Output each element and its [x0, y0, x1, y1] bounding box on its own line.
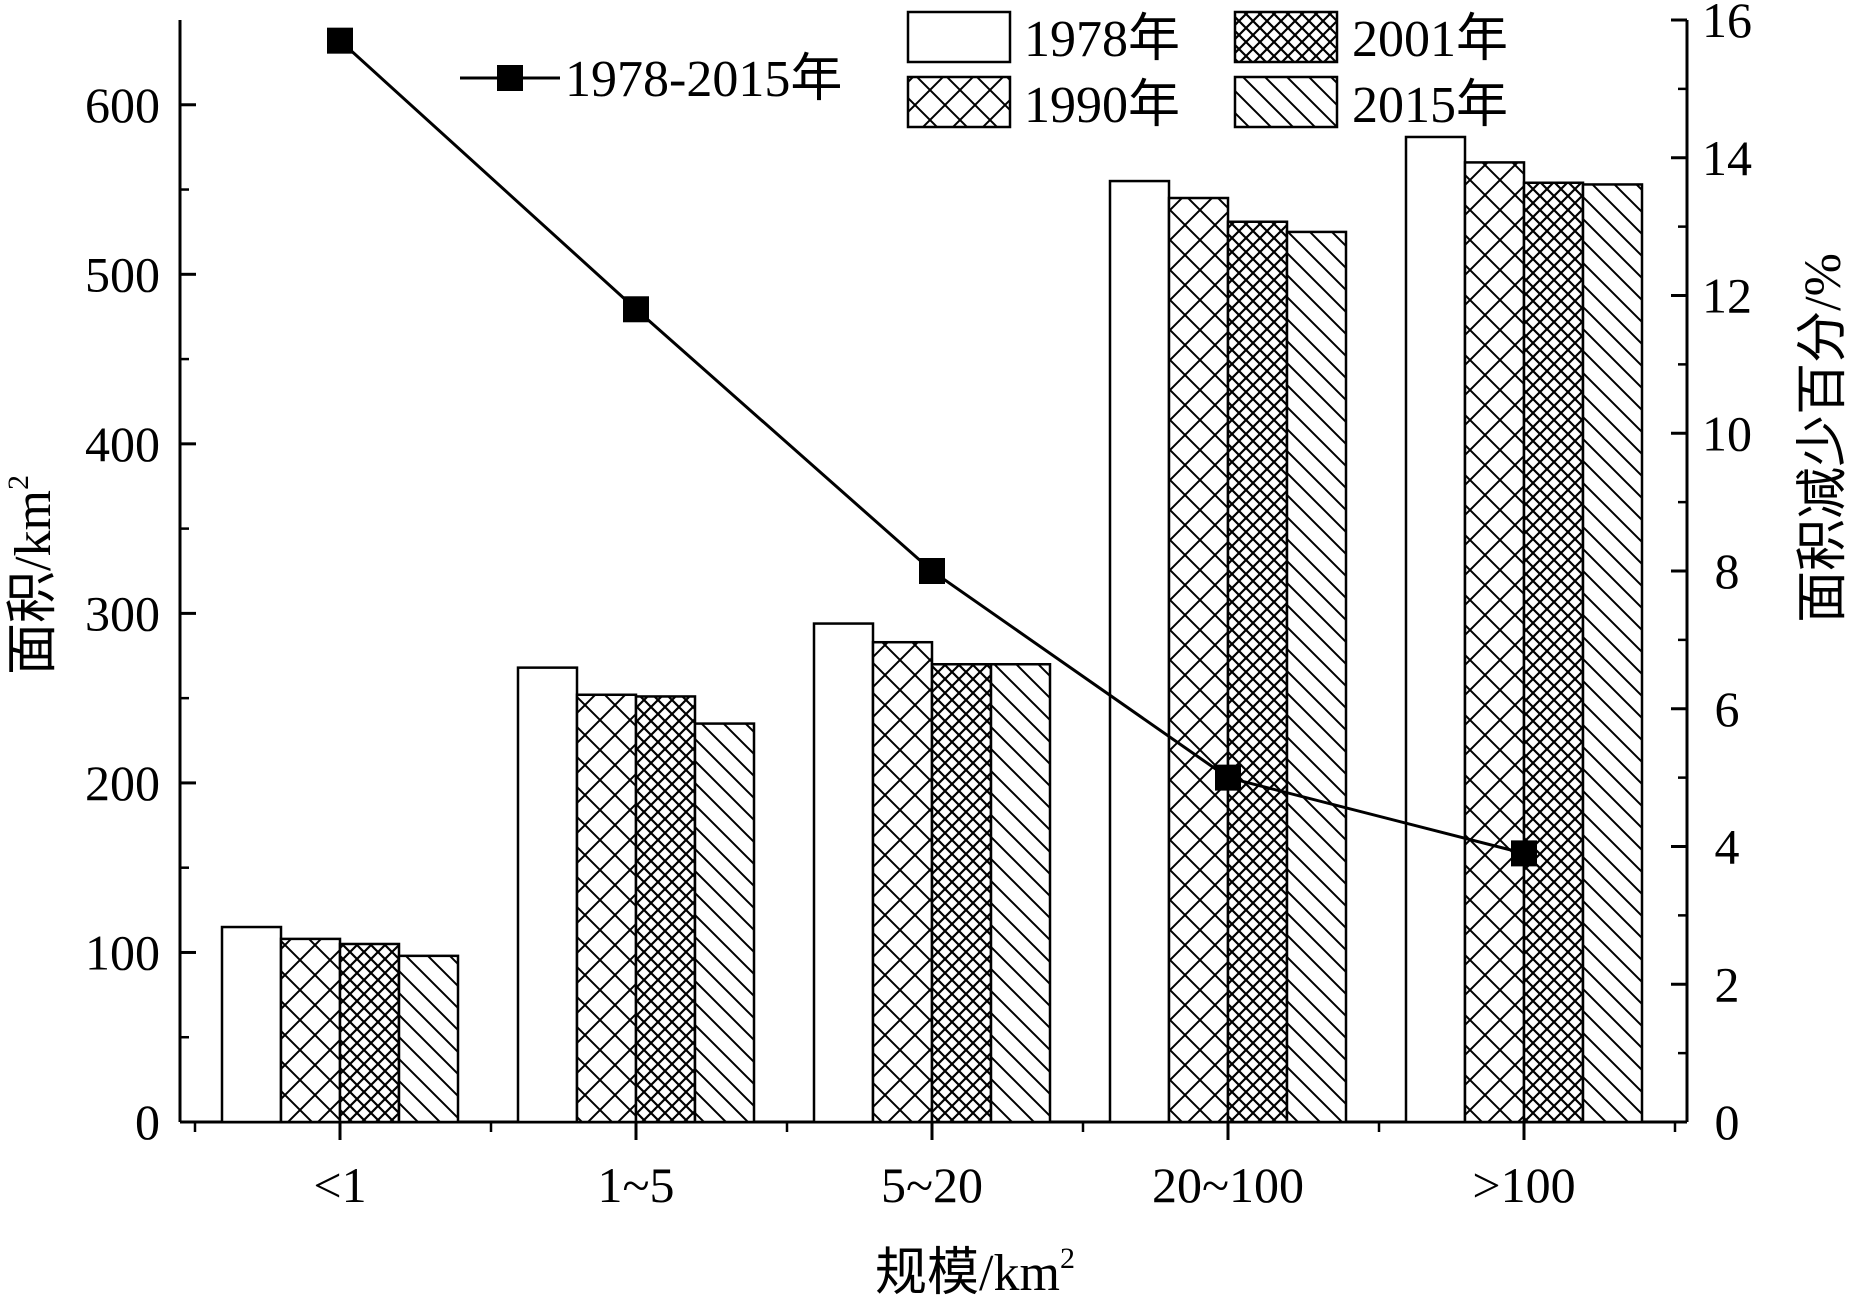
bar-2015-cat-1: [693, 722, 756, 1124]
bar-1978-cat-2: [812, 622, 875, 1124]
y-tick-label-200: 200: [85, 755, 160, 811]
bars: [220, 135, 1644, 1124]
x-tick-label-2: 5~20: [881, 1157, 983, 1213]
line-point-0: [327, 27, 353, 54]
y-tick-label-400: 400: [85, 416, 160, 472]
line-point-2: [919, 558, 945, 584]
legend-label-line: 1978-2015年: [565, 51, 842, 108]
bar-2001-cat-2: [930, 662, 993, 1124]
y2-tick-label-4: 4: [1715, 819, 1740, 875]
x-tick-label-3: 20~100: [1152, 1157, 1304, 1213]
bar-1990-cat-4: [1463, 161, 1526, 1124]
legend-label-1990: 1990年: [1024, 77, 1180, 134]
tick-labels: 0 100 200 300 400 500 600 0 2 4 6 8 10 12 14 16 <1 1~5 5~2…: [85, 0, 1752, 1213]
y2-tick-label-0: 0: [1715, 1094, 1740, 1150]
bar-2015-cat-3: [1285, 230, 1348, 1124]
x-tick-label-0: <1: [313, 1157, 366, 1213]
bar-1990-cat-3: [1167, 196, 1230, 1124]
x-tick-label-1: 1~5: [597, 1157, 674, 1213]
legend: 1978-2015年 1978年 1990年 2001年 2015年: [460, 10, 1508, 134]
line-point-1: [623, 296, 649, 323]
bar-2015-cat-0: [397, 954, 460, 1124]
bar-1990-cat-2: [871, 640, 934, 1124]
reduction-line: [327, 27, 1537, 867]
y-axis-title: 面积/km2: [2, 475, 62, 675]
bar-1978-cat-3: [1108, 179, 1171, 1124]
legend-label-2015: 2015年: [1352, 77, 1508, 134]
legend-label-1978: 1978年: [1024, 11, 1180, 68]
bar-2001-cat-3: [1226, 220, 1289, 1124]
bar-1978-cat-4: [1404, 135, 1467, 1124]
y-tick-label-600: 600: [85, 77, 160, 133]
y2-tick-label-8: 8: [1715, 543, 1740, 599]
y2-tick-label-10: 10: [1702, 405, 1752, 461]
legend-line-marker: [497, 65, 523, 91]
bar-1990-cat-0: [279, 937, 342, 1124]
legend-label-2001: 2001年: [1352, 11, 1508, 68]
bar-1978-cat-1: [516, 666, 579, 1124]
y-tick-label-500: 500: [85, 246, 160, 302]
y2-tick-label-6: 6: [1715, 681, 1740, 737]
y-tick-label-300: 300: [85, 585, 160, 641]
bar-2001-cat-4: [1522, 181, 1585, 1124]
bar-2001-cat-0: [338, 942, 401, 1124]
legend-swatch-2001: [1233, 10, 1339, 64]
ticks: [180, 18, 1687, 1140]
legend-swatch-1978: [906, 10, 1012, 64]
line-point-3: [1215, 764, 1241, 791]
bar-1990-cat-1: [575, 693, 638, 1124]
bar-2001-cat-1: [634, 695, 697, 1124]
legend-swatch-2015: [1233, 75, 1339, 129]
y2-tick-label-2: 2: [1715, 956, 1740, 1012]
y2-tick-label-12: 12: [1702, 268, 1752, 324]
y2-axis-title: 面积减少百分/%: [1795, 253, 1852, 623]
y2-tick-label-14: 14: [1702, 130, 1752, 186]
x-tick-label-4: >100: [1472, 1157, 1575, 1213]
bar-2015-cat-2: [989, 662, 1052, 1124]
bar-1978-cat-0: [220, 925, 283, 1124]
y-tick-label-0: 0: [135, 1094, 160, 1150]
bar-2015-cat-4: [1581, 183, 1644, 1124]
y2-tick-label-16: 16: [1702, 0, 1752, 48]
line-point-4: [1511, 840, 1537, 867]
y-tick-label-100: 100: [85, 924, 160, 980]
legend-swatch-1990: [906, 75, 1012, 129]
x-axis-title: 规模/km2: [875, 1242, 1075, 1302]
